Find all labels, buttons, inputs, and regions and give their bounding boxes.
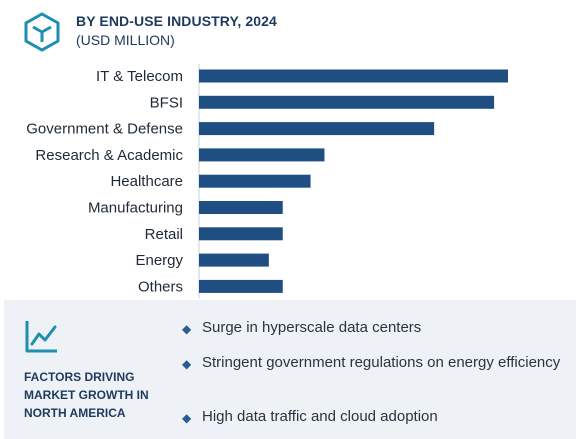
category-label: Others	[138, 278, 183, 295]
bar	[199, 279, 283, 293]
category-label: Government & Defense	[26, 121, 183, 138]
factor-item: ◆ Surge in hyperscale data centers	[182, 318, 562, 338]
diamond-bullet-icon: ◆	[182, 411, 192, 425]
category-label: Research & Academic	[35, 147, 183, 164]
factor-item: ◆ High data traffic and cloud adoption	[182, 407, 562, 427]
bar	[199, 69, 508, 83]
line-chart-icon	[24, 318, 60, 354]
bar	[199, 95, 495, 109]
category-label: Healthcare	[110, 173, 183, 190]
chart-subtitle: (USD MILLION)	[76, 32, 175, 48]
category-label: IT & Telecom	[96, 68, 183, 85]
bar	[199, 227, 283, 241]
bar	[199, 148, 325, 162]
growth-factors-panel: FACTORS DRIVING MARKET GROWTH IN NORTH A…	[4, 300, 576, 439]
diamond-bullet-icon: ◆	[182, 322, 192, 336]
bar	[199, 174, 311, 188]
bar-chart-svg: IT & Telecom BFSI Government & Defense Rese…	[26, 64, 508, 299]
bar	[199, 253, 269, 267]
factors-title: FACTORS DRIVING MARKET GROWTH IN NORTH A…	[24, 370, 149, 420]
chart-header: BY END-USE INDUSTRY, 2024 (USD MILLION)	[0, 0, 580, 60]
factor-item: ◆ Stringent government regulations on en…	[182, 353, 562, 373]
factor-text: High data traffic and cloud adoption	[202, 408, 438, 425]
bar-chart: IT & Telecom BFSI Government & Defense Rese…	[0, 60, 580, 300]
bar	[199, 201, 283, 214]
factor-text: Stringent government regulations on ener…	[202, 354, 561, 371]
cube-logo-icon	[22, 12, 62, 52]
category-label: Manufacturing	[88, 200, 183, 217]
category-label: Retail	[145, 226, 183, 243]
category-label: BFSI	[150, 94, 183, 111]
diamond-bullet-icon: ◆	[182, 357, 192, 371]
category-label: Energy	[135, 252, 183, 269]
factor-text: Surge in hyperscale data centers	[202, 319, 422, 336]
chart-title: BY END-USE INDUSTRY, 2024	[76, 13, 277, 29]
bar	[199, 122, 435, 136]
